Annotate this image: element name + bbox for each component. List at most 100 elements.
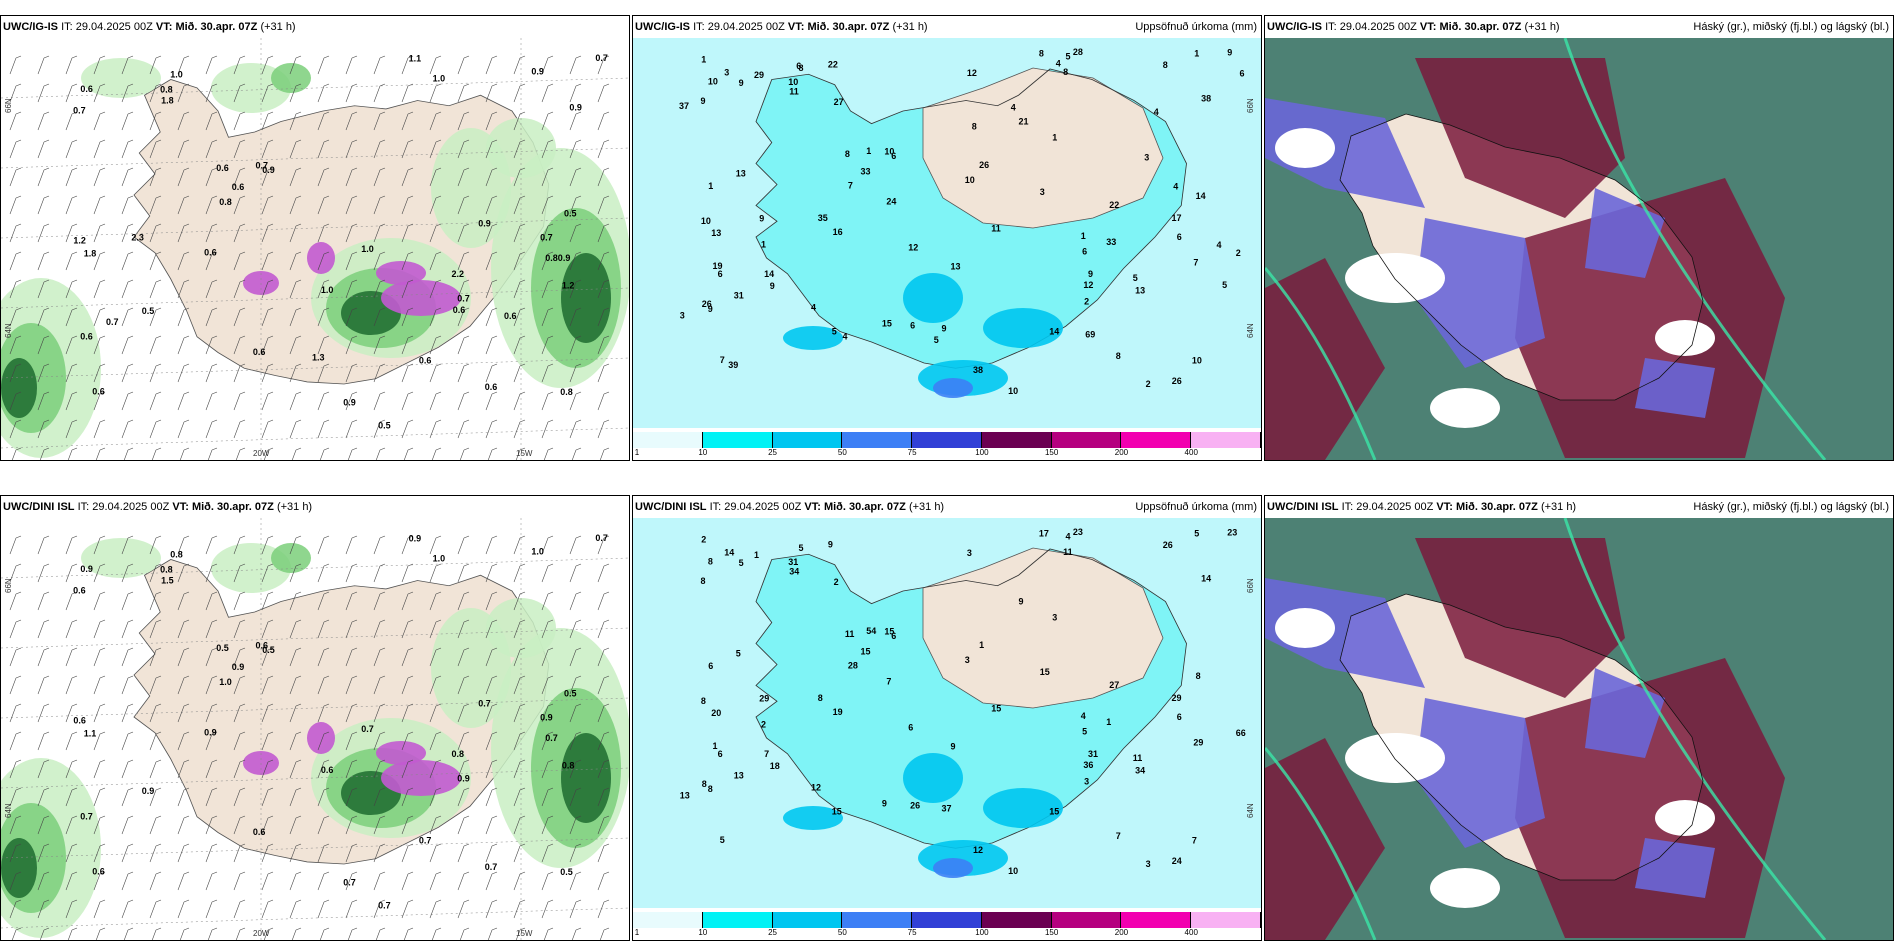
wind-barb <box>345 733 353 751</box>
heavy-precip-area <box>307 722 335 754</box>
value-label: 6 <box>718 269 723 279</box>
wind-barb-flag <box>547 195 554 199</box>
wind-barb-flag <box>379 279 386 283</box>
wind-barb <box>177 761 185 779</box>
colorbar-tick: 400 <box>1184 448 1198 457</box>
wind-barb <box>373 845 381 863</box>
wind-barb-flag <box>211 563 218 567</box>
coastline <box>1339 113 1704 401</box>
wind-barb-flag <box>99 391 106 395</box>
value-label: 0.9 <box>142 786 155 796</box>
wind-barb <box>569 57 577 75</box>
wind-barb-flag <box>99 279 106 283</box>
value-label: 6 <box>910 320 915 330</box>
wind-barb <box>569 677 577 695</box>
value-label: 0.9 <box>569 103 582 113</box>
value-label: 1 <box>979 640 984 650</box>
value-label: 0.7 <box>73 105 86 115</box>
wind-barb-flag <box>295 83 302 87</box>
wind-barb <box>317 733 325 751</box>
wind-barb-flag <box>491 167 498 171</box>
wind-barb-flag <box>463 111 470 115</box>
wind-barb-flag <box>211 363 218 367</box>
precip-area <box>1 358 37 418</box>
wind-barb-flag <box>603 251 610 255</box>
wind-barb-flag <box>323 363 330 367</box>
wind-barb-flag <box>575 83 582 87</box>
wind-barb <box>373 365 381 383</box>
wind-barb-flag <box>155 675 162 679</box>
model-name: UWC/IG-IS <box>635 21 690 33</box>
value-label: 6 <box>718 749 723 759</box>
map-panel-precip-igis: UWC/IG-IS IT: 29.04.2025 00Z VT: Mið. 30… <box>632 15 1262 461</box>
wind-barb-flag <box>211 927 218 931</box>
wind-barb <box>569 85 577 103</box>
wind-barb <box>233 337 241 355</box>
wind-barb <box>429 421 437 439</box>
wind-barb-flag <box>575 563 582 567</box>
wind-barb <box>597 337 605 355</box>
wind-barb <box>121 113 129 131</box>
wind-barb-flag <box>351 363 358 367</box>
wind-barb <box>373 621 381 639</box>
value-label: 4 <box>1056 59 1061 69</box>
colorbar-swatch <box>842 912 913 928</box>
wind-barb <box>317 901 325 919</box>
wind-barb-flag <box>295 703 302 707</box>
wind-barb-flag <box>43 335 50 339</box>
wind-barb-flag <box>407 535 414 539</box>
wind-barb <box>401 761 409 779</box>
wind-barb <box>345 57 353 75</box>
wind-barb-flag <box>43 563 50 567</box>
wind-barb <box>429 393 437 411</box>
value-label: 15 <box>882 319 892 329</box>
wind-barb-flag <box>575 391 582 395</box>
wind-barb <box>233 649 241 667</box>
wind-barb-flag <box>519 223 526 227</box>
wind-barb <box>121 281 129 299</box>
wind-barb <box>513 337 521 355</box>
wind-barb <box>513 57 521 75</box>
wind-barb-flag <box>519 563 526 567</box>
axis-label: 20W <box>253 449 270 458</box>
value-label: 7 <box>764 749 769 759</box>
panel-header: UWC/DINI ISL IT: 29.04.2025 00Z VT: Mið.… <box>1 496 629 518</box>
value-label: 10 <box>1192 355 1202 365</box>
wind-barb-flag <box>239 447 246 451</box>
value-label: 5 <box>832 326 837 336</box>
heavy-precip-area <box>381 760 461 796</box>
wind-barb <box>401 873 409 891</box>
wind-barb-flag <box>323 447 330 451</box>
value-label: 4 <box>1066 532 1071 542</box>
wind-barb-flag <box>547 731 554 735</box>
wind-barb-flag <box>379 307 386 311</box>
wind-barb-flag <box>127 815 134 819</box>
wind-barb-flag <box>435 563 442 567</box>
wind-barb <box>261 901 269 919</box>
heavy-precip-area <box>307 242 335 274</box>
wind-barb <box>205 789 213 807</box>
wind-barb <box>149 57 157 75</box>
wind-barb-flag <box>295 759 302 763</box>
wind-barb <box>177 309 185 327</box>
value-label: 0.9 <box>409 534 422 544</box>
wind-barb <box>485 57 493 75</box>
value-label: 5 <box>720 835 725 845</box>
wind-barb <box>37 337 45 355</box>
wind-barb <box>93 761 101 779</box>
wind-barb <box>429 225 437 243</box>
wind-barb <box>177 393 185 411</box>
wind-barb-flag <box>547 563 554 567</box>
wind-barb-flag <box>295 279 302 283</box>
wind-barb <box>37 141 45 159</box>
wind-barb <box>65 537 73 555</box>
colorbar-tick: 100 <box>975 928 989 937</box>
value-label: 1.0 <box>219 677 232 687</box>
wind-barb-flag <box>43 591 50 595</box>
wind-barb <box>289 593 297 611</box>
value-label: 13 <box>734 771 744 781</box>
wind-barb <box>457 761 465 779</box>
clear-sky-area <box>1430 388 1500 428</box>
wind-barb <box>373 677 381 695</box>
wind-barb <box>93 705 101 723</box>
